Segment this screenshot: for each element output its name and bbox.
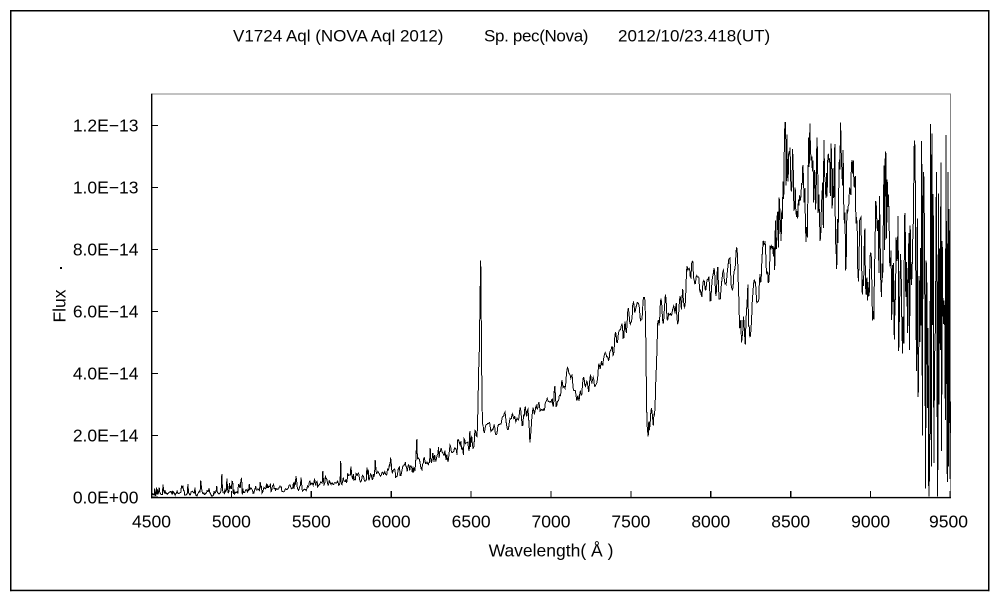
svg-text:0.0E+00: 0.0E+00 <box>73 488 139 508</box>
svg-text:Wavelength( Å ): Wavelength( Å ) <box>489 541 614 561</box>
svg-text:7500: 7500 <box>611 512 650 532</box>
svg-text:4500: 4500 <box>132 512 171 532</box>
svg-text:5000: 5000 <box>212 512 251 532</box>
svg-text:9000: 9000 <box>851 512 890 532</box>
svg-text:Flux: Flux <box>50 289 70 322</box>
svg-text:6500: 6500 <box>452 512 491 532</box>
svg-text:8000: 8000 <box>691 512 730 532</box>
svg-text:2012/10/23.418(UT): 2012/10/23.418(UT) <box>618 27 770 46</box>
svg-text:8.0E−14: 8.0E−14 <box>73 240 139 260</box>
svg-text:2.0E−14: 2.0E−14 <box>73 426 139 446</box>
svg-text:6000: 6000 <box>372 512 411 532</box>
svg-text:Sp. pec(Nova): Sp. pec(Nova) <box>484 27 588 46</box>
svg-text:4.0E−14: 4.0E−14 <box>73 364 139 384</box>
svg-text:V1724 Aql (NOVA Aql 2012): V1724 Aql (NOVA Aql 2012) <box>233 27 443 46</box>
svg-text:6.0E−14: 6.0E−14 <box>73 302 139 322</box>
svg-text:8500: 8500 <box>771 512 810 532</box>
svg-text:9500: 9500 <box>929 512 968 532</box>
svg-text:7000: 7000 <box>532 512 571 532</box>
svg-text:1.0E−13: 1.0E−13 <box>73 178 139 198</box>
svg-text:5500: 5500 <box>292 512 331 532</box>
svg-text:1.2E−13: 1.2E−13 <box>73 116 139 136</box>
